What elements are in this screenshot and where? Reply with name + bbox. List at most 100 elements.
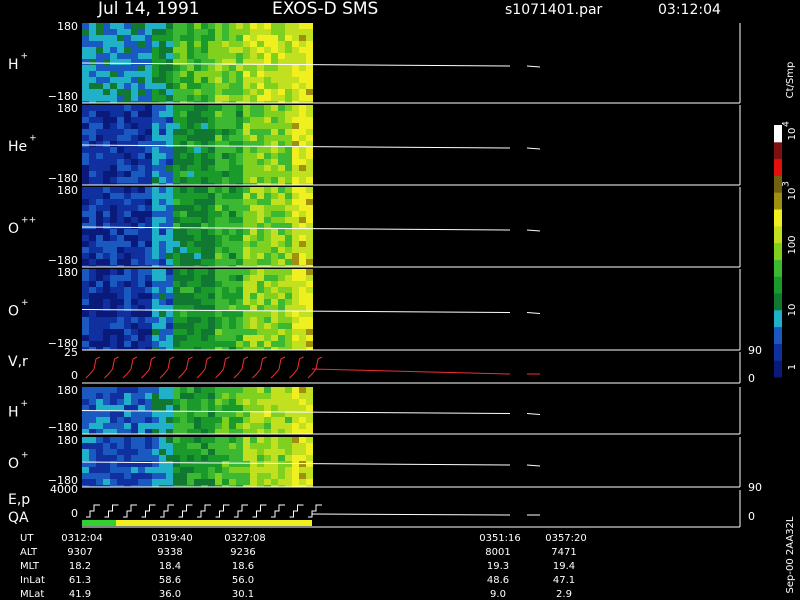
spectrogram-cell <box>222 183 229 185</box>
spectrogram-cell <box>110 65 117 71</box>
spectrogram-cell <box>222 247 229 253</box>
spectrogram-cell <box>250 47 257 53</box>
spectrogram-cell <box>166 147 173 153</box>
spectrogram-cell <box>236 455 243 461</box>
spectrogram-cell <box>257 293 264 299</box>
spectrogram-cell <box>180 223 187 229</box>
footer-value: 47.1 <box>553 575 575 586</box>
spectrogram-cell <box>278 405 285 411</box>
spectrogram-cell <box>82 317 89 323</box>
colorbar-swatch <box>774 209 782 227</box>
spectrogram-cell <box>89 187 96 193</box>
spectrogram-cell <box>299 83 306 89</box>
spectrogram-cell <box>96 323 103 329</box>
spectrogram-cell <box>166 111 173 117</box>
spectrogram-cell <box>306 129 313 135</box>
spectrogram-cell <box>138 467 145 473</box>
spectrogram-cell <box>208 455 215 461</box>
spectrogram-cell <box>89 123 96 129</box>
spectrogram-cell <box>187 153 194 159</box>
spectrogram-cell <box>278 165 285 171</box>
spectrogram-cell <box>278 485 285 487</box>
spectrogram-cell <box>292 299 299 305</box>
date: Jul 14, 1991 <box>97 0 200 19</box>
spectrogram-cell <box>152 275 159 281</box>
spectrogram-cell <box>236 287 243 293</box>
spectrogram-cell <box>82 135 89 141</box>
spectrogram-cell <box>201 223 208 229</box>
spectrogram-cell <box>166 241 173 247</box>
spectrogram-cell <box>292 253 299 259</box>
spectrogram-cell <box>194 47 201 53</box>
spectrogram-cell <box>82 165 89 171</box>
spectrogram-cell <box>215 423 222 429</box>
spectrogram-cell <box>166 429 173 434</box>
spectrogram-cell <box>110 479 117 485</box>
spectrogram-cell <box>285 235 292 241</box>
spectrogram-cell <box>145 275 152 281</box>
spectrogram-cell <box>194 153 201 159</box>
spectrogram-cell <box>159 293 166 299</box>
spectrogram-cell <box>250 299 257 305</box>
spectrogram-cell <box>250 347 257 350</box>
footer-value: 0327:08 <box>224 533 266 544</box>
spectrogram-cell <box>306 135 313 141</box>
trace-line <box>81 144 511 149</box>
spectrogram-cell <box>208 59 215 65</box>
spectrogram-cell <box>103 455 110 461</box>
spectrogram-cell <box>180 429 187 434</box>
spectrogram-cell <box>159 165 166 171</box>
spectrogram-cell <box>257 117 264 123</box>
spectrogram-cell <box>124 387 131 393</box>
spectrogram-cell <box>145 305 152 311</box>
spectrogram-cell <box>159 347 166 350</box>
spectrogram-cell <box>194 341 201 347</box>
spectrogram-cell <box>152 223 159 229</box>
spectrogram-cell <box>159 101 166 103</box>
spectrogram-cell <box>278 59 285 65</box>
spectrogram-cell <box>110 405 117 411</box>
spectrogram-cell <box>299 89 306 95</box>
spectrogram-cell <box>166 211 173 217</box>
spectrogram-cell <box>271 77 278 83</box>
spectrogram-cell <box>96 461 103 467</box>
spectrogram-cell <box>201 211 208 217</box>
spectrogram-cell <box>124 293 131 299</box>
spectrogram-cell <box>103 387 110 393</box>
spectrogram-cell <box>152 111 159 117</box>
spectrogram-cell <box>138 437 145 443</box>
spectrogram-cell <box>278 399 285 405</box>
spectrogram-cell <box>250 317 257 323</box>
spectrogram-cell <box>173 341 180 347</box>
spectrogram-cell <box>306 117 313 123</box>
spectrogram-cell <box>110 341 117 347</box>
spectrogram-cell <box>152 77 159 83</box>
spectrogram-cell <box>306 111 313 117</box>
spectrogram-cell <box>201 193 208 199</box>
spectrogram-cell <box>152 323 159 329</box>
spectrogram-cell <box>285 485 292 487</box>
spectrogram-cell <box>110 101 117 103</box>
spectrogram-cell <box>201 29 208 35</box>
spectrogram-cell <box>243 229 250 235</box>
spectrogram-cell <box>222 101 229 103</box>
spectrogram-cell <box>257 23 264 29</box>
spectrogram-cell <box>215 187 222 193</box>
spectrogram-cell <box>278 105 285 111</box>
spectrogram-cell <box>215 293 222 299</box>
spectrogram-cell <box>103 443 110 449</box>
spectrogram-cell <box>278 467 285 473</box>
spectrogram-cell <box>145 265 152 267</box>
spectrogram-cell <box>236 479 243 485</box>
spectrogram-cell <box>82 71 89 77</box>
spectrogram-cell <box>250 335 257 341</box>
spectrogram-cell <box>243 443 250 449</box>
spectrogram-cell <box>201 473 208 479</box>
spectrogram-cell <box>194 193 201 199</box>
spectrogram-cell <box>278 253 285 259</box>
spectrogram-cell <box>278 217 285 223</box>
spectrogram-cell <box>243 479 250 485</box>
spectrogram-cell <box>306 47 313 53</box>
trace-line <box>526 147 541 150</box>
spectrogram-cell <box>103 429 110 434</box>
